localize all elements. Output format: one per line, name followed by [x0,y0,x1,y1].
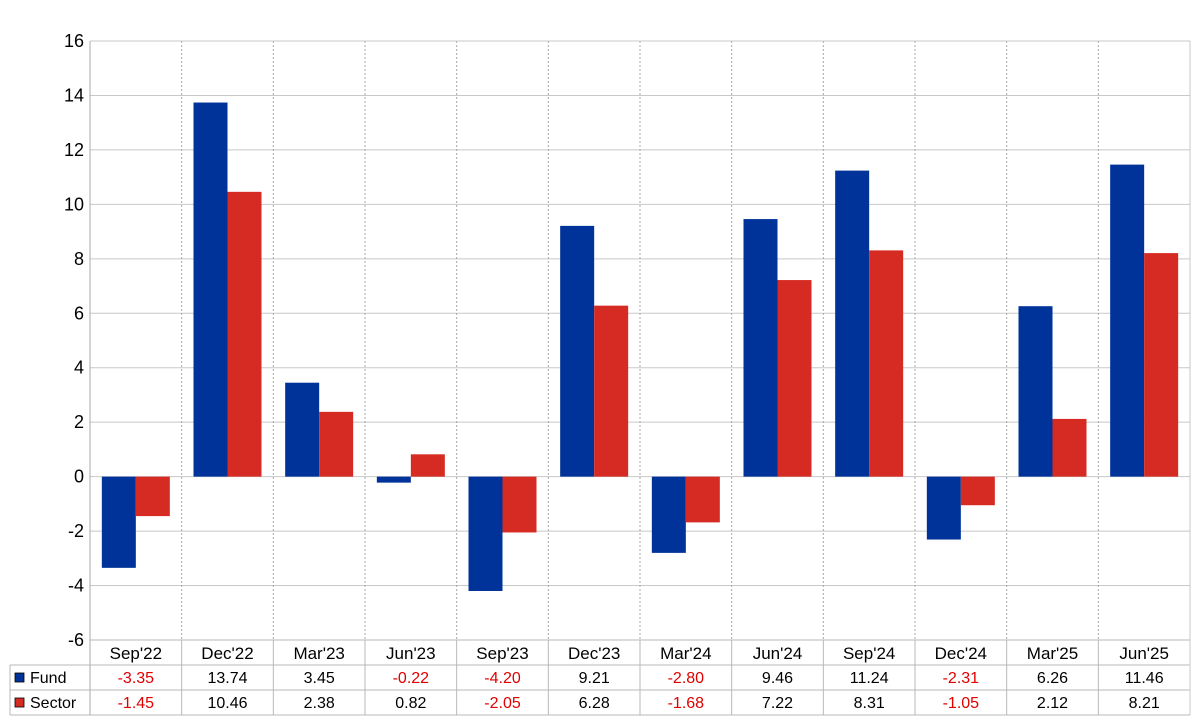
bar-fund-3 [285,382,320,477]
bar-sector-5 [502,476,537,533]
bar-fund-6 [560,225,595,477]
table-cell-sector: -1.68 [668,695,705,712]
table-cell-fund: 11.24 [850,670,889,687]
bar-sector-12 [1144,253,1179,477]
y-tick-label: 16 [64,31,84,51]
table-cell-fund: 9.21 [579,670,610,687]
category-label: Jun'23 [386,644,436,663]
legend-label-sector: Sector [30,695,77,712]
table-cell-sector: 8.31 [854,695,885,712]
table-cell-sector: 10.46 [207,695,247,712]
category-label: Dec'24 [935,644,987,663]
table-cell-sector: 0.82 [395,695,426,712]
category-label: Sep'24 [843,644,895,663]
bar-fund-9 [835,170,870,477]
category-label: Sep'22 [110,644,162,663]
y-tick-label: 14 [64,85,84,105]
table-cell-fund: 6.26 [1037,670,1068,687]
bar-sector-4 [410,454,445,477]
bar-sector-9 [869,250,904,477]
bar-sector-10 [960,476,995,506]
y-tick-label: 4 [74,358,84,378]
table-cell-sector: -2.05 [484,695,521,712]
y-tick-label: 0 [74,467,84,487]
category-label: Mar'24 [660,644,711,663]
bar-sector-6 [594,305,629,477]
table-cell-sector: 8.21 [1129,695,1160,712]
bar-fund-4 [376,476,411,483]
category-label: Sep'23 [476,644,528,663]
bar-sector-7 [685,476,720,523]
bar-sector-1 [135,476,170,517]
bar-sector-8 [777,280,812,477]
category-label: Mar'23 [293,644,344,663]
category-label: Jun'25 [1119,644,1169,663]
category-label: Dec'22 [201,644,253,663]
bar-fund-10 [926,476,961,540]
table-cell-sector: -1.45 [118,695,155,712]
legend-label-fund: Fund [30,670,66,687]
legend-swatch-sector [14,697,25,708]
y-tick-label: 12 [64,140,84,160]
bar-fund-8 [743,219,778,477]
table-cell-sector: 2.12 [1037,695,1068,712]
bar-fund-1 [101,476,136,568]
bar-fund-2 [193,102,228,477]
table-cell-fund: -4.20 [484,670,521,687]
table-cell-fund: -0.22 [393,670,430,687]
table-cell-fund: -2.80 [668,670,705,687]
bar-sector-2 [227,191,262,477]
table-cell-fund: 9.46 [762,670,793,687]
axis-layer: -6 -4 -2 0 2 4 6 8 10 12 14 16 [64,31,1190,715]
y-tick-label: -2 [68,521,84,541]
table-cell-sector: 2.38 [304,695,335,712]
bar-sector-3 [319,411,354,477]
y-tick-label: 2 [74,412,84,432]
bar-fund-7 [651,476,686,553]
data-table: Sep'22 Dec'22 Mar'23 Jun'23 Sep'23 Dec'23 Mar'… [9,41,1191,716]
category-label: Jun'24 [753,644,803,663]
y-tick-label: -4 [68,576,84,596]
table-cell-fund: 3.45 [304,670,335,687]
y-tick-label: 8 [74,249,84,269]
category-label: Dec'23 [568,644,620,663]
y-tick-label: 6 [74,303,84,323]
bar-sector-11 [1052,418,1087,477]
table-cell-sector: 6.28 [579,695,610,712]
bar-fund-11 [1018,306,1053,477]
table-cell-sector: 7.22 [762,695,793,712]
bar-fund-5 [468,476,503,591]
bar-fund-12 [1110,164,1145,477]
y-tick-label: -6 [68,630,84,650]
y-tick-label: 10 [64,194,84,214]
category-label: Mar'25 [1027,644,1078,663]
legend-swatch-fund [14,672,25,683]
table-cell-fund: 13.74 [207,670,247,687]
table-cell-fund: -3.35 [118,670,155,687]
table-cell-sector: -1.05 [943,695,980,712]
bars-layer [101,102,1179,591]
table-cell-fund: 11.46 [1125,670,1164,687]
table-cell-fund: -2.31 [943,670,980,687]
